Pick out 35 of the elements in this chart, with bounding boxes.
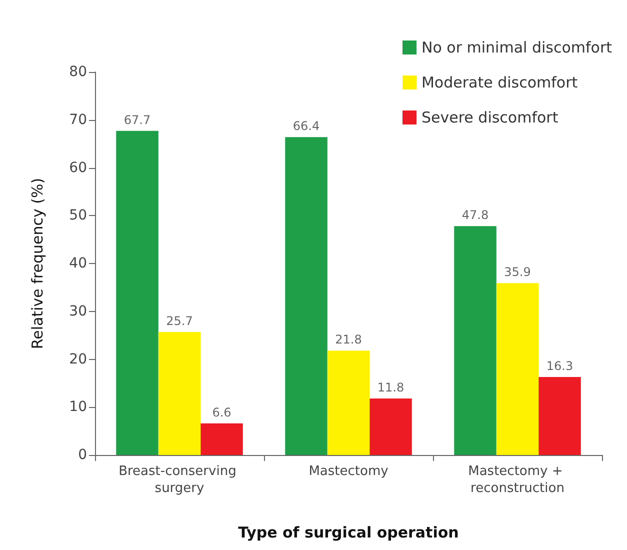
y-tick-label: 0 <box>78 447 87 463</box>
y-tick-label: 30 <box>69 303 87 320</box>
y-tick-label: 40 <box>69 256 87 272</box>
y-tick-label: 60 <box>69 160 87 176</box>
data-label: 21.8 <box>335 332 362 347</box>
y-axis-title: Relative frequency (%) <box>28 178 46 350</box>
data-label: 67.7 <box>124 112 151 127</box>
legend-label: No or minimal discomfort <box>421 38 612 56</box>
y-tick-label: 10 <box>69 399 87 416</box>
data-label: 11.8 <box>377 380 404 395</box>
bar <box>285 137 328 455</box>
bar <box>454 226 496 455</box>
data-label: 35.9 <box>504 265 531 280</box>
data-label: 66.4 <box>292 119 320 134</box>
y-tick-label: 70 <box>69 112 87 128</box>
bar <box>496 283 539 455</box>
data-label: 25.7 <box>166 314 193 328</box>
data-label: 6.6 <box>212 405 232 420</box>
x-tick-label: Mastectomy + reconstruction <box>468 464 567 496</box>
bar <box>116 130 158 455</box>
y-tick-label: 80 <box>69 64 87 80</box>
legend-label: Severe discomfort <box>421 108 558 126</box>
y-tick-label: 50 <box>69 208 87 224</box>
x-tick-label: Mastectomy <box>308 464 389 479</box>
bar <box>200 423 243 455</box>
bar <box>327 350 370 455</box>
bar <box>538 376 581 455</box>
legend-label: Moderate discomfort <box>421 74 578 92</box>
data-label: 16.3 <box>546 358 574 373</box>
x-tick-label: Breast-conserving surgery <box>118 464 240 496</box>
y-tick-label: 20 <box>69 351 87 368</box>
x-axis-title: Type of surgical operation <box>238 524 459 542</box>
data-label: 47.8 <box>462 208 489 222</box>
bar <box>158 332 201 455</box>
bar <box>370 398 412 455</box>
